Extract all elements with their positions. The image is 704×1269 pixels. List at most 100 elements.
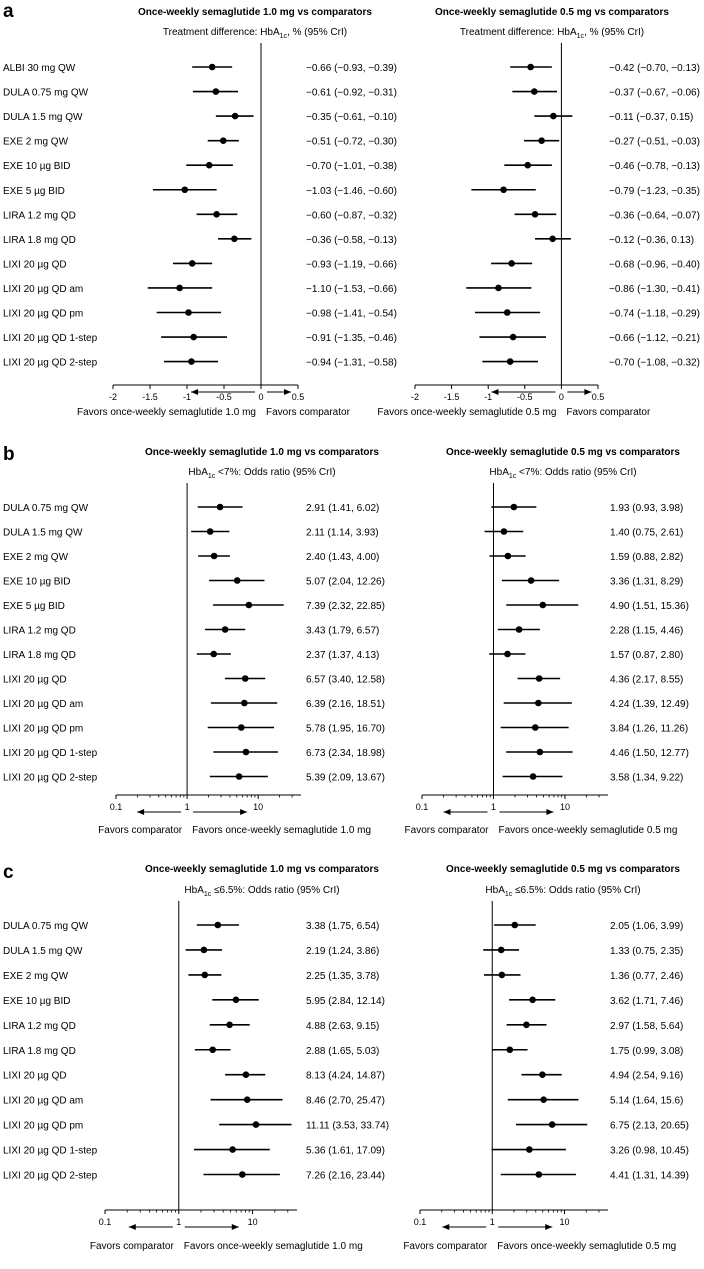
row-label: LIXI 20 µg QD pm xyxy=(3,724,83,735)
favors-right-arrowhead xyxy=(231,1224,239,1230)
point-estimate xyxy=(539,601,547,609)
estimate-label: 1.33 (0.75, 2.35) xyxy=(610,946,683,957)
x-tick-label: -1.5 xyxy=(444,392,460,402)
estimate-label: 1.59 (0.88, 2.82) xyxy=(610,552,683,563)
estimate-label: −0.93 (−1.19, −0.66) xyxy=(306,259,397,270)
point-estimate xyxy=(221,626,229,633)
subtitle-text: ≤6.5%: Odds ratio (95% CrI) xyxy=(512,885,640,896)
subplot-left: Once-weekly semaglutide 1.0 mg vs compar… xyxy=(90,864,389,1252)
x-tick-label: 0.1 xyxy=(416,802,429,812)
point-estimate xyxy=(504,650,511,658)
point-estimate xyxy=(504,552,512,560)
point-estimate xyxy=(535,1171,543,1178)
row-label: LIXI 20 µg QD pm xyxy=(3,1121,83,1132)
row-label: LIXI 20 µg QD 2-step xyxy=(3,358,98,369)
estimate-label: 11.11 (3.53, 33.74) xyxy=(306,1121,389,1132)
row-label: LIXI 20 µg QD 2-step xyxy=(3,1171,98,1182)
estimate-label: 2.05 (1.06, 3.99) xyxy=(610,921,683,932)
row-label: EXE 10 µg BID xyxy=(3,996,70,1007)
x-tick-label: -1.5 xyxy=(142,392,158,402)
row-label: EXE 5 µg BID xyxy=(3,601,65,612)
panel-b: b DULA 0.75 mg QW DULA 1.5 mg QW EXE 2 mg Q… xyxy=(3,444,689,836)
estimate-label: −0.11 (−0.37, 0.15) xyxy=(609,112,693,123)
row-label: LIXI 20 µg QD 1-step xyxy=(3,333,98,344)
point-estimate xyxy=(527,577,535,584)
estimate-label: 3.84 (1.26, 11.26) xyxy=(610,724,688,735)
favors-right-label: Favors once-weekly semaglutide 1.0 mg xyxy=(184,1241,363,1252)
point-estimate xyxy=(231,235,238,243)
point-estimate xyxy=(549,235,556,243)
favors-right-arrowhead xyxy=(240,809,248,815)
subtitle-text: HbA xyxy=(489,467,509,478)
x-tick-label: 0.1 xyxy=(414,1217,427,1227)
point-estimate xyxy=(531,88,538,95)
favors-right-arrowhead xyxy=(546,809,554,815)
row-label: EXE 2 mg QW xyxy=(3,552,69,563)
point-estimate xyxy=(210,650,218,658)
point-estimate xyxy=(529,996,536,1004)
x-tick-label: 0.5 xyxy=(592,392,605,402)
point-estimate xyxy=(242,1071,250,1078)
subtitle-text: Treatment difference: HbA xyxy=(163,27,280,38)
subplot-subtitle: HbA1c <7%: Odds ratio (95% CrI) xyxy=(489,467,636,480)
point-estimate xyxy=(219,137,227,144)
panel-a: a ALBI 30 mg QW DULA 0.75 mg QW DULA 1.5 mg… xyxy=(3,1,700,418)
subplot-subtitle: Treatment difference: HbA1c, % (95% CrI) xyxy=(163,27,347,40)
estimate-label: −0.37 (−0.67, −0.06) xyxy=(609,88,700,99)
estimate-label: 1.40 (0.75, 2.61) xyxy=(610,528,683,539)
subplot-right: Once-weekly semaglutide 0.5 mg vs compar… xyxy=(377,7,699,418)
subplot-left: Once-weekly semaglutide 1.0 mg vs compar… xyxy=(98,447,385,836)
point-estimate xyxy=(239,1171,246,1178)
point-estimate xyxy=(216,503,224,511)
point-estimate xyxy=(498,971,506,979)
point-estimate xyxy=(511,921,519,929)
point-estimate xyxy=(181,186,189,194)
row-label: DULA 1.5 mg QW xyxy=(3,946,83,957)
subplot-title: Once-weekly semaglutide 0.5 mg vs compar… xyxy=(435,7,669,18)
favors-right-arrowhead xyxy=(545,1224,553,1230)
favors-left-label: Favors comparator xyxy=(405,825,490,836)
point-estimate xyxy=(548,1121,556,1128)
estimate-label: 1.36 (0.77, 2.46) xyxy=(610,971,683,982)
point-estimate xyxy=(243,1096,251,1103)
x-tick-label: -0.5 xyxy=(216,392,232,402)
subplot-title: Once-weekly semaglutide 0.5 mg vs compar… xyxy=(446,447,680,458)
row-label: EXE 10 µg BID xyxy=(3,577,70,588)
row-label: DULA 0.75 mg QW xyxy=(3,88,89,99)
estimate-label: 6.39 (2.16, 18.51) xyxy=(306,699,385,710)
estimate-label: −0.98 (−1.41, −0.54) xyxy=(306,309,397,320)
x-tick-label: -2 xyxy=(109,392,117,402)
estimate-label: 1.57 (0.87, 2.80) xyxy=(610,650,683,661)
estimate-label: 1.93 (0.93, 3.98) xyxy=(610,503,683,514)
x-tick-label: 1 xyxy=(185,802,190,812)
subtitle-text: ≤6.5%: Odds ratio (95% CrI) xyxy=(211,885,339,896)
estimate-label: 3.43 (1.79, 6.57) xyxy=(306,626,379,637)
estimate-label: 5.78 (1.95, 16.70) xyxy=(306,724,385,735)
estimate-label: −0.66 (−0.93, −0.39) xyxy=(306,63,397,74)
point-estimate xyxy=(515,626,523,633)
estimate-label: 2.19 (1.24, 3.86) xyxy=(306,946,379,957)
favors-left-arrowhead xyxy=(128,1224,136,1230)
row-label: LIXI 20 µg QD am xyxy=(3,699,83,710)
point-estimate xyxy=(242,748,250,756)
panel-label: b xyxy=(3,444,15,465)
point-estimate xyxy=(208,63,216,71)
estimate-label: 3.58 (1.34, 9.22) xyxy=(610,773,683,784)
subtitle-subscript: 1c xyxy=(505,891,513,898)
x-tick-label: 1 xyxy=(176,1217,181,1227)
point-estimate xyxy=(212,88,220,95)
favors-right-arrowhead xyxy=(584,389,592,395)
favors-left-label: Favors comparator xyxy=(90,1241,175,1252)
row-label: LIRA 1.2 mg QD xyxy=(3,626,76,637)
point-estimate xyxy=(245,601,253,609)
x-tick-label: 0.5 xyxy=(292,392,305,402)
point-estimate xyxy=(500,186,507,194)
estimate-label: 1.75 (0.99, 3.08) xyxy=(610,1046,683,1057)
point-estimate xyxy=(540,1096,547,1103)
x-tick-label: 0.1 xyxy=(99,1217,112,1227)
estimate-label: 2.25 (1.35, 3.78) xyxy=(306,971,379,982)
point-estimate xyxy=(226,1021,233,1029)
estimate-label: −0.79 (−1.23, −0.35) xyxy=(609,186,700,197)
estimate-label: −0.27 (−0.51, −0.03) xyxy=(609,137,700,148)
